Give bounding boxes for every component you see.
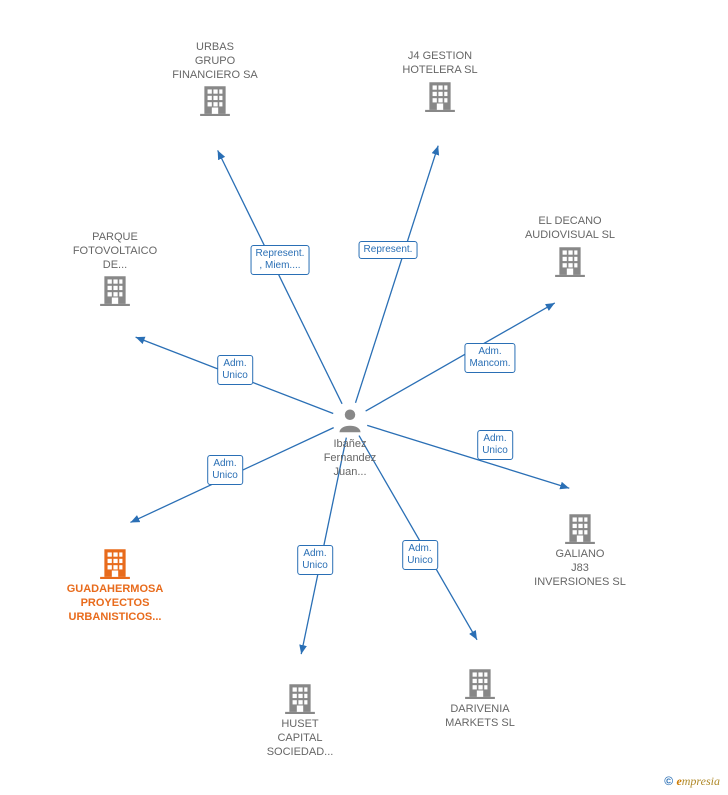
- company-label-line: FINANCIERO SA: [160, 69, 270, 83]
- copyright-symbol: ©: [664, 774, 673, 788]
- company-label-line: URBAS: [160, 41, 270, 55]
- company-node-decano[interactable]: EL DECANOAUDIOVISUAL SL: [515, 215, 625, 281]
- diagram-canvas: [0, 0, 728, 795]
- edge-line: [366, 303, 555, 411]
- company-label-line: DE...: [60, 259, 170, 273]
- company-label-line: MARKETS SL: [425, 717, 535, 731]
- building-icon: [98, 272, 132, 306]
- edge-label: Represent.: [359, 241, 418, 259]
- company-label-line: HOTELERA SL: [385, 64, 495, 78]
- center-label-line: Juan...: [295, 466, 405, 480]
- company-label-line: PARQUE: [60, 231, 170, 245]
- building-icon: [283, 680, 317, 714]
- building-icon: [463, 665, 497, 699]
- edge-label: Adm.Unico: [477, 430, 513, 460]
- company-label-line: J83: [525, 562, 635, 576]
- building-icon: [98, 545, 132, 579]
- company-node-huset[interactable]: HUSETCAPITALSOCIEDAD...: [245, 680, 355, 759]
- company-label-line: GALIANO: [525, 548, 635, 562]
- building-icon: [198, 82, 232, 116]
- center-label-line: Ibañez: [295, 438, 405, 452]
- company-label-line: J4 GESTION: [385, 50, 495, 64]
- company-label-line: EL DECANO: [515, 215, 625, 229]
- company-label-line: FOTOVOLTAICO: [60, 245, 170, 259]
- edge-label: Adm.Unico: [297, 545, 333, 575]
- company-node-galiano[interactable]: GALIANOJ83INVERSIONES SL: [525, 510, 635, 589]
- company-label-line: INVERSIONES SL: [525, 576, 635, 590]
- building-icon: [553, 243, 587, 277]
- center-person-node[interactable]: IbañezFernandezJuan...: [295, 406, 405, 479]
- edge-line: [356, 146, 439, 403]
- edge-label: Adm.Unico: [217, 355, 253, 385]
- building-icon: [423, 78, 457, 112]
- company-node-guada[interactable]: GUADAHERMOSAPROYECTOSURBANISTICOS...: [60, 545, 170, 624]
- company-label-line: URBANISTICOS...: [60, 611, 170, 625]
- company-label-line: GRUPO: [160, 55, 270, 69]
- company-node-parque[interactable]: PARQUEFOTOVOLTAICODE...: [60, 231, 170, 310]
- brand-name: empresia: [676, 774, 720, 788]
- company-node-urbas[interactable]: URBASGRUPOFINANCIERO SA: [160, 41, 270, 120]
- company-label-line: GUADAHERMOSA: [60, 583, 170, 597]
- person-icon: [336, 406, 364, 434]
- company-label-line: CAPITAL: [245, 732, 355, 746]
- company-label-line: PROYECTOS: [60, 597, 170, 611]
- edge-label: Adm.Unico: [402, 540, 438, 570]
- edge-label: Adm.Unico: [207, 455, 243, 485]
- company-node-dariv[interactable]: DARIVENIAMARKETS SL: [425, 665, 535, 731]
- company-label-line: DARIVENIA: [425, 703, 535, 717]
- center-label-line: Fernandez: [295, 452, 405, 466]
- company-label-line: SOCIEDAD...: [245, 746, 355, 760]
- footer-credit: © empresia: [664, 774, 720, 789]
- company-node-j4[interactable]: J4 GESTIONHOTELERA SL: [385, 50, 495, 116]
- company-label-line: HUSET: [245, 718, 355, 732]
- edge-label: Adm.Mancom.: [464, 343, 515, 373]
- edge-label: Represent., Miem....: [251, 245, 310, 275]
- company-label-line: AUDIOVISUAL SL: [515, 229, 625, 243]
- building-icon: [563, 510, 597, 544]
